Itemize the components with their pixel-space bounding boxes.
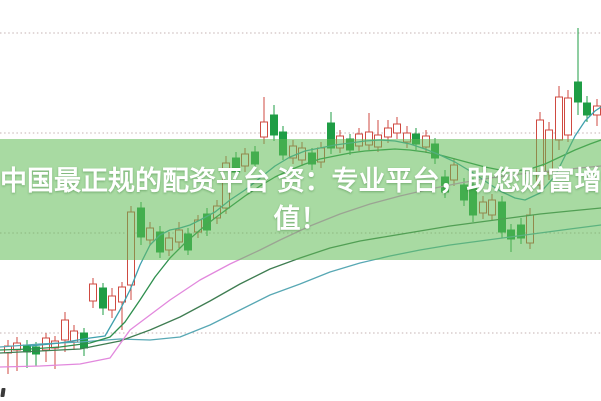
candle-down <box>441 176 449 193</box>
candle-up <box>298 147 306 161</box>
candle-down <box>412 133 420 145</box>
candle-down <box>137 207 145 238</box>
candles-group <box>4 28 601 374</box>
candle-down <box>270 114 278 136</box>
candle-up <box>165 237 173 251</box>
candle-up <box>374 134 382 148</box>
candle-down <box>431 143 439 159</box>
candle-up <box>355 133 363 147</box>
candle-down <box>574 81 582 103</box>
candle-down <box>251 151 259 165</box>
candle-down <box>80 332 88 349</box>
candle-up <box>526 214 534 244</box>
candle-up <box>89 283 97 302</box>
candle-up <box>555 96 563 141</box>
ma-lines-group <box>0 106 601 368</box>
candle-up <box>536 119 544 186</box>
candle-down <box>279 131 287 156</box>
candle-up <box>545 129 553 173</box>
candle-up <box>384 127 392 138</box>
candle-down <box>498 201 506 233</box>
candle-down <box>583 102 591 116</box>
candle-up <box>479 201 487 214</box>
candle-down <box>327 122 335 149</box>
candle-up <box>365 131 373 146</box>
candle-up <box>488 199 496 216</box>
candle-up <box>393 123 401 134</box>
candle-down <box>99 287 107 309</box>
candle-down <box>232 157 240 173</box>
candle-up <box>127 211 135 286</box>
candle-down <box>469 184 477 216</box>
candle-up <box>241 153 249 167</box>
candle-up <box>450 164 458 181</box>
candle-up <box>422 135 430 148</box>
candle-up <box>564 97 572 136</box>
candle-down <box>460 184 468 201</box>
candle-up <box>118 286 126 303</box>
candle-up <box>175 229 183 243</box>
candle-up <box>403 132 411 143</box>
candle-up <box>61 319 69 341</box>
candle-down <box>346 138 354 151</box>
candle-up <box>146 227 154 241</box>
candle-up <box>108 295 116 311</box>
candle-up <box>336 135 344 149</box>
candle-up <box>260 121 268 138</box>
